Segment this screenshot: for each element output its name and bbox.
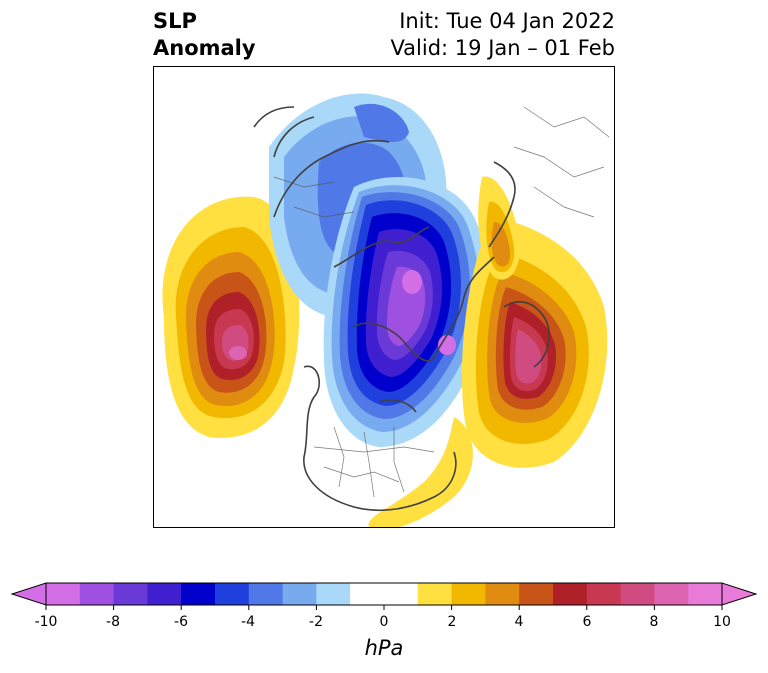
colorbar-segment [350,583,385,605]
colorbar-segment [654,583,689,605]
title-right: Init: Tue 04 Jan 2022 Valid: 19 Jan – 01… [390,8,615,62]
colorbar-segment [248,583,284,605]
high-ridge-east-siberia [478,176,520,280]
coastlines [253,106,550,512]
colorbar-tick: -4 [241,614,255,630]
colorbar-segment [215,583,250,605]
colorbar-tick: -2 [309,614,323,630]
colorbar [10,582,758,610]
valid-range: Valid: 19 Jan – 01 Feb [390,36,615,60]
colorbar-tick: 0 [379,614,389,630]
colorbar-segment [181,583,216,605]
title-variable-type: Anomaly [153,36,256,60]
colorbar-segment [417,583,453,605]
colorbar-segment [451,583,486,605]
colorbar-segment [79,583,115,605]
high-center-scandinavia [461,217,608,468]
colorbar-tick: 4 [514,614,524,630]
colorbar-segment [46,583,81,605]
low-center-arctic-canada [323,177,491,447]
colorbar-tick: 8 [649,614,659,630]
colorbar-segment [620,583,655,605]
colorbar-tick: 2 [447,614,457,630]
title-variable: SLP [153,9,197,33]
colorbar-tick: -6 [174,614,188,630]
colorbar-extend-min [10,582,47,606]
colorbar-segment [282,583,317,605]
colorbar-segment [519,583,554,605]
colorbar-extend-max [721,582,758,606]
colorbar-segment [147,583,182,605]
init-date: Init: Tue 04 Jan 2022 [399,9,615,33]
title-left: SLP Anomaly [153,8,256,62]
colorbar-segment [384,583,419,605]
colorbar-segment [553,583,588,605]
colorbar-segment [316,583,351,605]
high-center-north-pacific [162,196,300,438]
colorbar-segment [586,583,622,605]
colorbar-segment [113,583,148,605]
map-canvas [162,93,610,527]
colorbar-tick: -8 [106,614,120,630]
colorbar-tick: -10 [34,614,58,630]
colorbar-segment [485,583,520,605]
slp-anomaly-map [153,66,615,528]
colorbar-tick: 10 [713,614,731,630]
colorbar-unit: hPa [364,636,404,660]
colorbar-tick: 6 [582,614,592,630]
high-atlantic-southeast [368,417,473,527]
borders [273,106,610,498]
colorbar-segment [688,583,723,605]
